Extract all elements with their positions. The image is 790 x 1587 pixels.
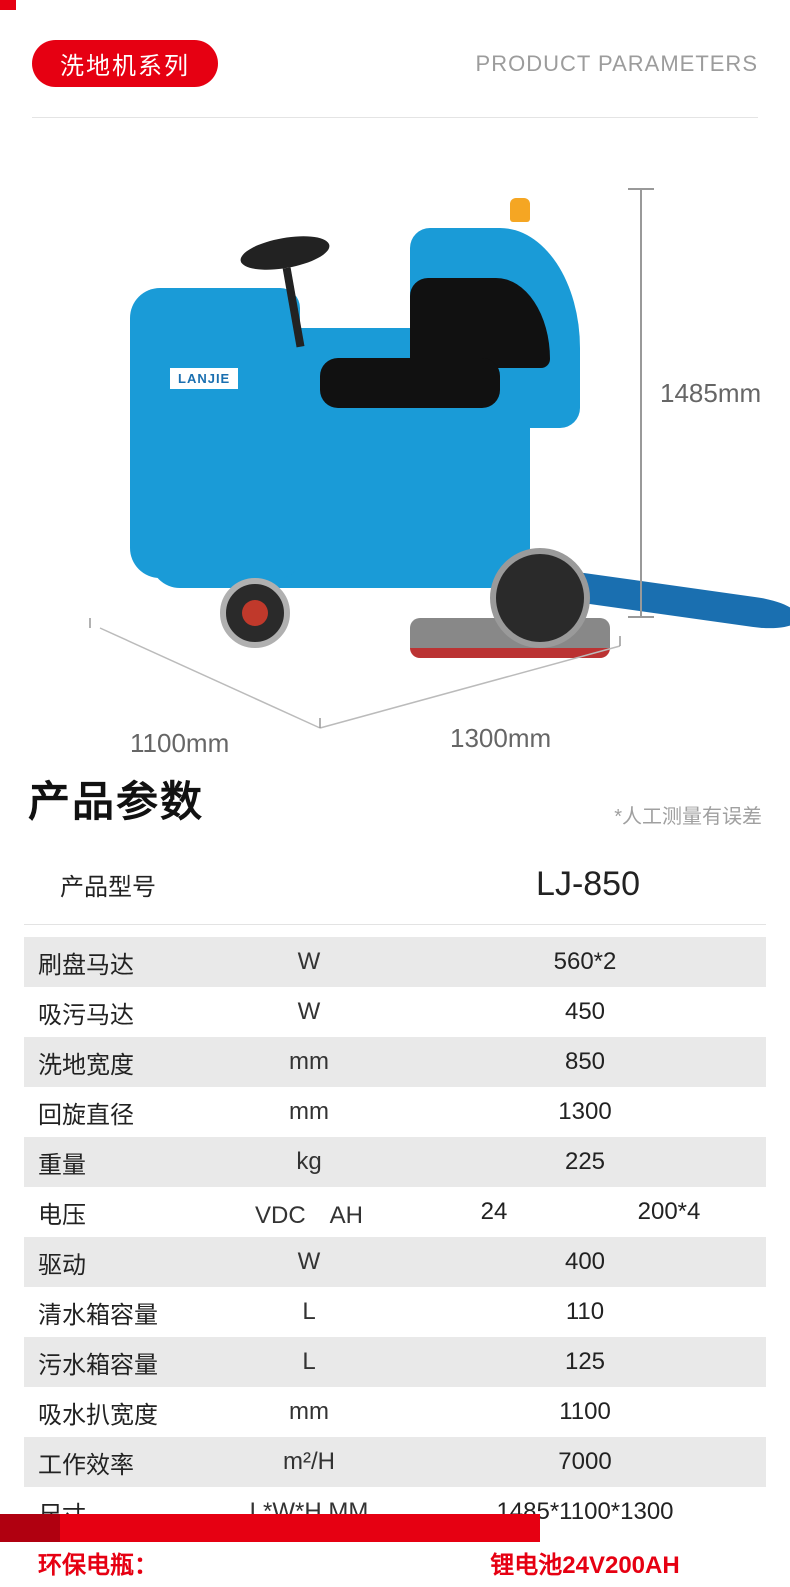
brand-logo: LANJIE	[170, 368, 238, 389]
spec-row: 吸水扒宽度mm1100	[24, 1387, 766, 1437]
page-header: 洗地机系列 PRODUCT PARAMETERS	[0, 0, 790, 107]
spec-name: 吸污马达	[24, 995, 214, 1030]
machine-illustration: LANJIE	[110, 168, 590, 628]
dim-height-label: 1485mm	[660, 378, 761, 409]
spec-row: 驱动W400	[24, 1237, 766, 1287]
spec-value: 110	[404, 1298, 766, 1326]
spec-name: 清水箱容量	[24, 1295, 214, 1330]
spec-value-2: 200*4	[584, 1198, 754, 1226]
spec-value: 1100	[404, 1398, 766, 1426]
spec-row: 回旋直径mm1300	[24, 1087, 766, 1137]
header-divider	[32, 117, 758, 118]
spec-value: 400	[404, 1248, 766, 1276]
spec-name: 洗地宽度	[24, 1045, 214, 1080]
spec-unit: W	[214, 1248, 404, 1276]
spec-value: 125	[404, 1348, 766, 1376]
spec-name: 吸水扒宽度	[24, 1395, 214, 1430]
model-label: 产品型号	[60, 867, 290, 902]
spec-row: 工作效率m²/H7000	[24, 1437, 766, 1487]
spec-unit: mm	[214, 1398, 404, 1426]
spec-table: 刷盘马达W560*2吸污马达W450洗地宽度mm850回旋直径mm1300重量k…	[24, 937, 766, 1587]
spec-value: 560*2	[404, 948, 766, 976]
spec-row: 洗地宽度mm850	[24, 1037, 766, 1087]
spec-name: 电压	[24, 1195, 214, 1230]
spec-unit: L	[214, 1348, 404, 1376]
specs-note: *人工测量有误差	[614, 800, 762, 829]
top-red-accent	[0, 0, 16, 10]
spec-row: 电压VDC AH24200*4	[24, 1187, 766, 1237]
specs-header: 产品参数 *人工测量有误差	[0, 768, 790, 829]
spec-value: 1300	[404, 1098, 766, 1126]
header-subtitle: PRODUCT PARAMETERS	[476, 51, 758, 77]
spec-name: 刷盘马达	[24, 945, 214, 980]
spec-name: 工作效率	[24, 1445, 214, 1480]
spec-name: 污水箱容量	[24, 1345, 214, 1380]
spec-unit: mm	[214, 1048, 404, 1076]
dim-depth-label: 1100mm	[130, 728, 229, 759]
model-value: LJ-850	[536, 865, 640, 904]
spec-row: 环保电瓶： 锂电池24V200AH	[24, 1537, 766, 1587]
spec-value: 24	[404, 1198, 584, 1226]
spec-value: 450	[404, 998, 766, 1026]
spec-value: 7000	[404, 1448, 766, 1476]
spec-unit: mm	[214, 1098, 404, 1126]
spec-unit: L	[214, 1298, 404, 1326]
spec-unit: VDC AH	[214, 1195, 404, 1230]
bottom-red-bar	[0, 1514, 540, 1542]
product-dimension-diagram: LANJIE 1485mm 1100mm 1300mm	[0, 128, 790, 748]
spec-row: 污水箱容量L125	[24, 1337, 766, 1387]
spec-name: 驱动	[24, 1245, 214, 1280]
spec-value: 850	[404, 1048, 766, 1076]
dim-width-label: 1300mm	[450, 723, 551, 754]
floor-perspective-lines	[60, 618, 700, 738]
spec-name: 环保电瓶：	[24, 1545, 214, 1580]
spec-value: 225	[404, 1148, 766, 1176]
spec-row: 刷盘马达W560*2	[24, 937, 766, 987]
spec-row: 重量kg225	[24, 1137, 766, 1187]
specs-title: 产品参数	[28, 768, 204, 829]
spec-row: 清水箱容量L110	[24, 1287, 766, 1337]
series-badge: 洗地机系列	[32, 40, 218, 87]
spec-name: 回旋直径	[24, 1095, 214, 1130]
spec-unit: W	[214, 948, 404, 976]
spec-unit: W	[214, 998, 404, 1026]
spec-row: 吸污马达W450	[24, 987, 766, 1037]
dim-line-height	[640, 188, 642, 618]
spec-unit: kg	[214, 1148, 404, 1176]
spec-unit: m²/H	[214, 1448, 404, 1476]
model-row: 产品型号 LJ-850	[24, 839, 766, 925]
spec-value: 锂电池24V200AH	[404, 1545, 766, 1580]
spec-name: 重量	[24, 1145, 214, 1180]
